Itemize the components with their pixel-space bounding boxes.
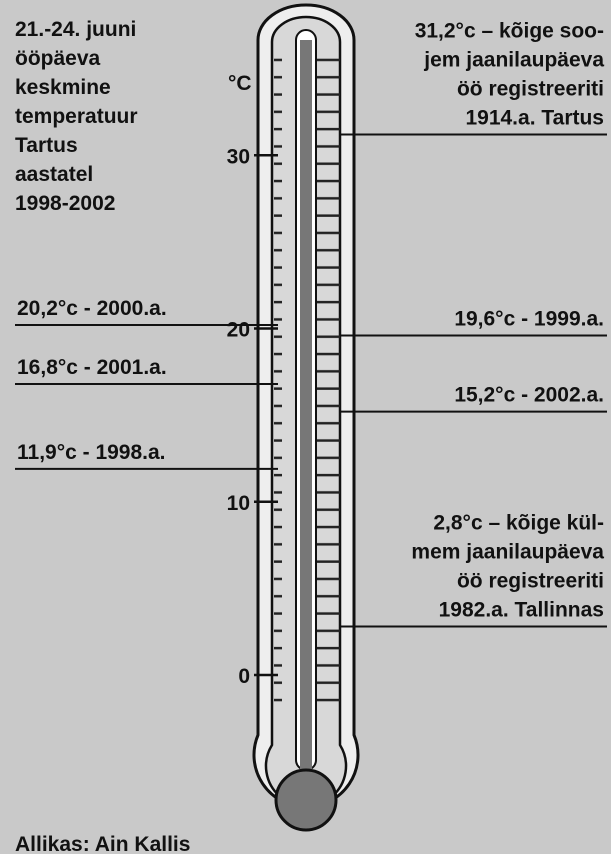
title-line: ööpäeva xyxy=(15,47,101,70)
annotation-label: 31,2°c – kõige soo- xyxy=(415,19,604,42)
annotation-label: mem jaanilaupäeva xyxy=(411,541,604,564)
source: Allikas: Ain Kallis xyxy=(15,833,190,854)
annotation-label: 15,2°c - 2002.a. xyxy=(454,384,604,407)
title-line: temperatuur xyxy=(15,105,138,128)
title-line: 21.-24. juuni xyxy=(15,18,136,41)
y-tick-label: 0 xyxy=(238,665,250,688)
thermometer xyxy=(254,5,358,830)
annotation-label: 11,9°c - 1998.a. xyxy=(17,441,166,464)
unit: °C xyxy=(228,72,252,95)
y-tick-label: 20 xyxy=(227,319,250,342)
y-tick-label: 10 xyxy=(227,492,250,515)
annotation-label: 16,8°c - 2001.a. xyxy=(17,356,167,379)
annotation-label: 1982.a. Tallinnas xyxy=(439,599,604,622)
annotation-label: öö registreeriti xyxy=(457,570,604,593)
title-line: Tartus xyxy=(15,134,78,157)
annotation-label: jem jaanilaupäeva xyxy=(423,48,604,71)
annotation-label: 2,8°c – kõige kül- xyxy=(433,512,604,535)
annotation-label: 20,2°c - 2000.a. xyxy=(17,297,167,320)
annotation-label: 1914.a. Tartus xyxy=(465,106,604,129)
title-line: 1998-2002 xyxy=(15,192,115,215)
annotation-label: 19,6°c - 1999.a. xyxy=(454,307,604,330)
y-tick-label: 30 xyxy=(227,145,250,168)
title-line: keskmine xyxy=(15,76,111,99)
title-line: aastatel xyxy=(15,163,93,186)
annotation-label: öö registreeriti xyxy=(457,77,604,100)
infographic: °C 21.-24. juuni ööpäeva keskmine temperatu… xyxy=(0,0,611,854)
